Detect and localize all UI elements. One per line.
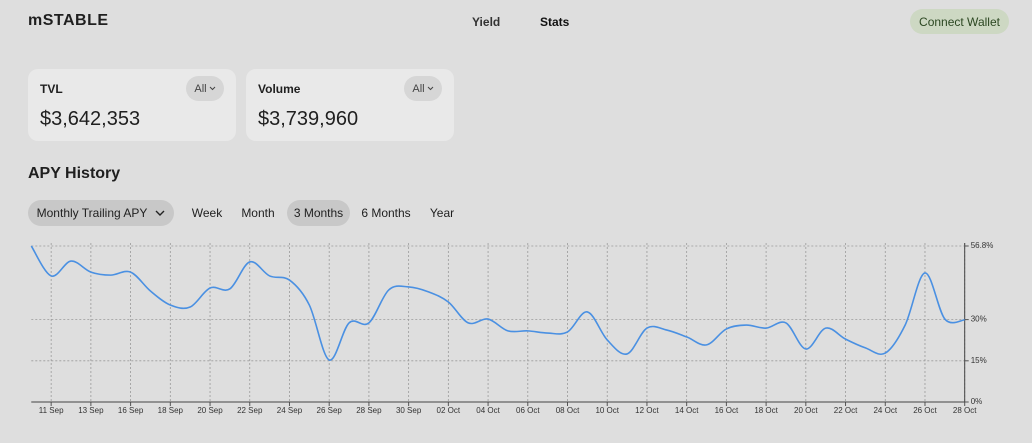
- x-tick-label: 22 Oct: [834, 406, 858, 415]
- y-tick-label: 15%: [971, 356, 987, 365]
- chevron: [155, 210, 165, 216]
- chevron: [209, 86, 215, 91]
- range-tab[interactable]: 3 Months: [287, 200, 350, 226]
- x-tick-label: 16 Oct: [715, 406, 739, 415]
- y-tick-label: 56.8%: [971, 241, 994, 250]
- card-label: Volume: [258, 82, 301, 96]
- x-tick-label: 28 Oct: [953, 406, 977, 415]
- stat-card: TVL All $3,642,353: [28, 69, 236, 141]
- nav-link[interactable]: Stats: [540, 15, 570, 29]
- x-tick-label: 18 Sep: [158, 406, 184, 415]
- x-tick-label: 14 Oct: [675, 406, 699, 415]
- card-value: $3,642,353: [40, 108, 141, 130]
- y-tick-label: 30%: [971, 315, 987, 324]
- range-tab[interactable]: Year: [429, 206, 455, 220]
- section-title: APY History: [28, 165, 121, 182]
- x-tick-label: 10 Oct: [595, 406, 619, 415]
- card-label: TVL: [40, 82, 63, 96]
- range-tab[interactable]: Week: [191, 206, 223, 220]
- stat-card: Volume All $3,739,960: [246, 69, 454, 141]
- x-tick-label: 20 Oct: [794, 406, 818, 415]
- connect-wallet-button[interactable]: Connect Wallet: [910, 9, 1009, 34]
- dropdown-label: Monthly Trailing APY: [36, 206, 148, 220]
- x-tick-label: 18 Oct: [754, 406, 778, 415]
- chevron: [427, 86, 433, 91]
- card-value: $3,739,960: [258, 108, 359, 130]
- apy-dropdown[interactable]: Monthly Trailing APY: [28, 200, 174, 226]
- filter-button[interactable]: All: [186, 76, 224, 101]
- x-tick-label: 24 Sep: [277, 406, 303, 415]
- y-tick-label: 0%: [971, 397, 983, 406]
- nav-link[interactable]: Yield: [472, 15, 501, 29]
- filter-label: All: [194, 82, 207, 95]
- x-tick-label: 26 Oct: [913, 406, 937, 415]
- x-tick-label: 13 Sep: [78, 406, 104, 415]
- x-tick-label: 16 Sep: [118, 406, 144, 415]
- x-tick-label: 08 Oct: [556, 406, 580, 415]
- x-tick-label: 04 Oct: [476, 406, 500, 415]
- filter-label: All: [412, 82, 425, 95]
- logo[interactable]: mSTABLE: [28, 12, 109, 29]
- range-tab[interactable]: 6 Months: [361, 206, 411, 220]
- chart: 0% 15% 30% 56.8% 11 Sep 13 Sep 16 Sep 18 Sep 20 …: [30, 241, 994, 415]
- x-tick-label: 20 Sep: [197, 406, 223, 415]
- x-tick-label: 22 Sep: [237, 406, 263, 415]
- x-tick-label: 26 Sep: [317, 406, 343, 415]
- x-tick-label: 30 Sep: [396, 406, 422, 415]
- x-tick-label: 28 Sep: [356, 406, 382, 415]
- x-tick-label: 11 Sep: [39, 406, 64, 415]
- x-tick-label: 06 Oct: [516, 406, 540, 415]
- range-tab[interactable]: Month: [241, 206, 275, 220]
- filter-button[interactable]: All: [404, 76, 442, 101]
- x-tick-label: 12 Oct: [635, 406, 659, 415]
- apy-line: [30, 245, 965, 361]
- x-tick-label: 24 Oct: [873, 406, 897, 415]
- x-tick-label: 02 Oct: [437, 406, 461, 415]
